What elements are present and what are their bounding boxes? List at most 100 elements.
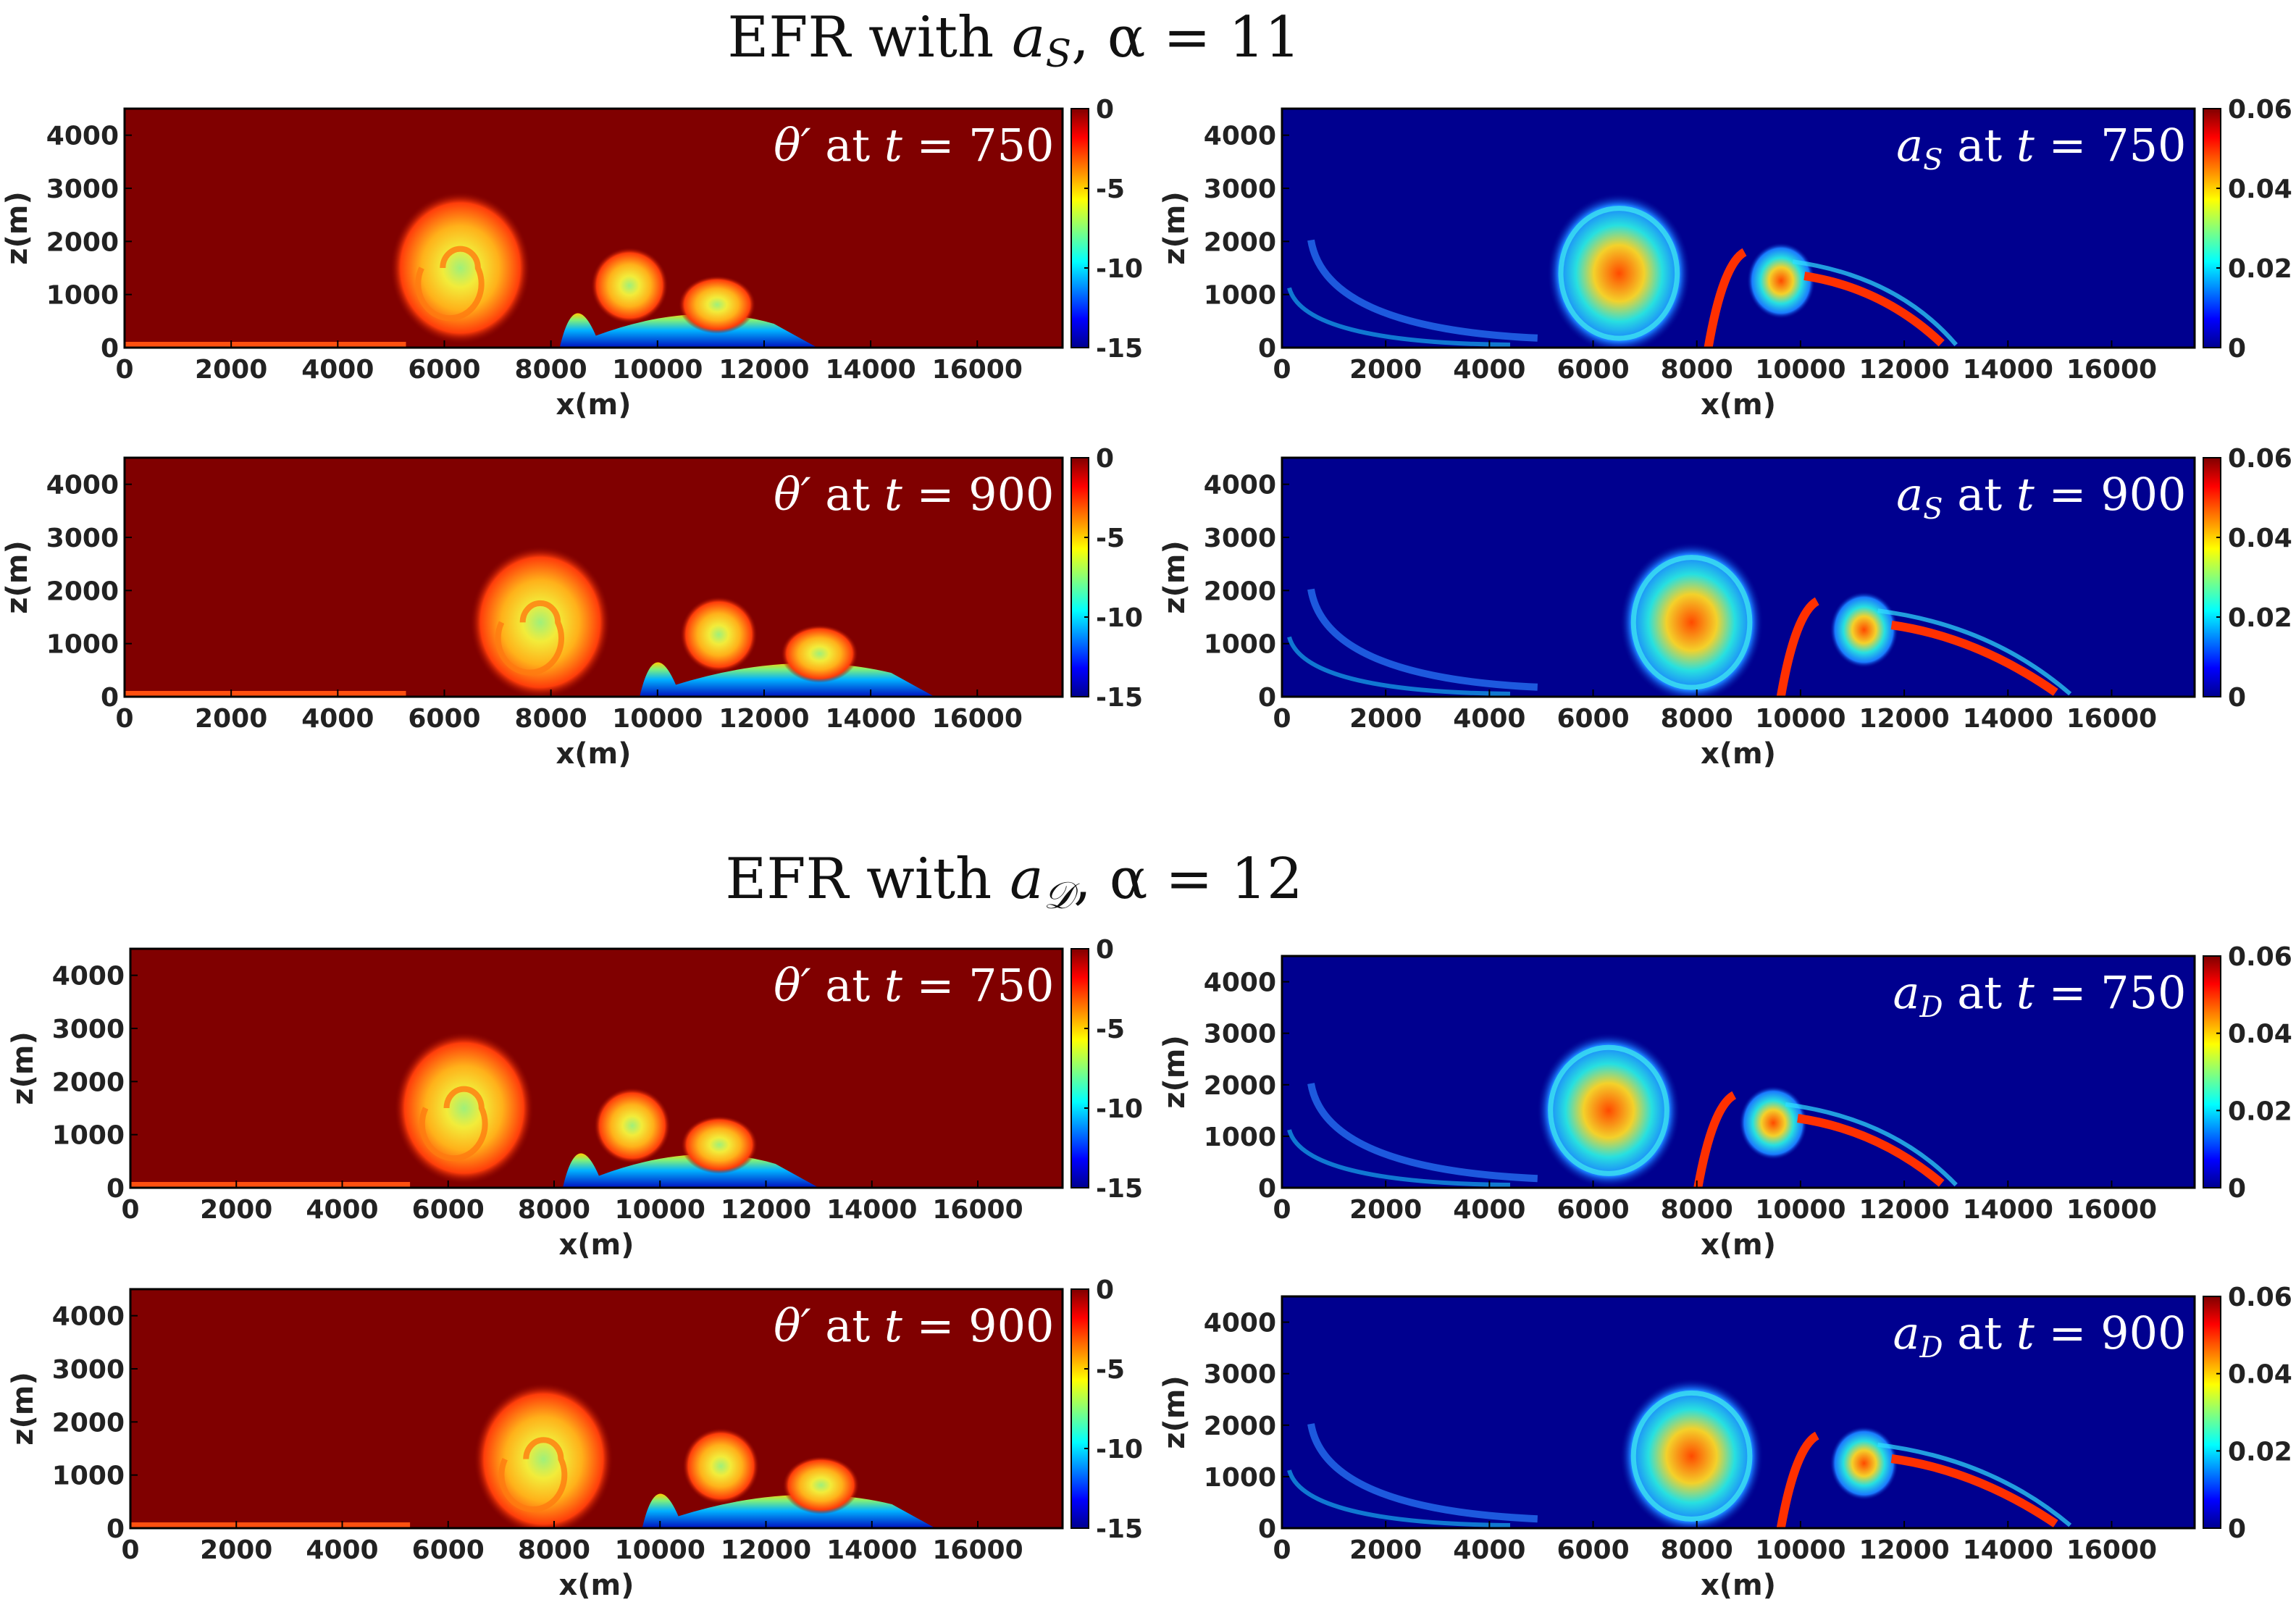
x-axis-label: x(m): [1701, 1228, 1776, 1262]
heatmap-panel-4-a_S: 0 2000 4000 6000 8000 10000 12000 14000 16000010…: [1158, 444, 2292, 771]
front-halo: [1877, 1442, 2072, 1527]
colorbar-frame: [2203, 108, 2221, 348]
x-tick-label: 6000: [412, 1535, 485, 1565]
colorbar-tick-label: 0: [2228, 334, 2246, 364]
x-tick-label: 16000: [932, 1535, 1023, 1565]
x-tick-label: 12000: [1859, 704, 1949, 734]
axes-frame: [1281, 107, 2196, 349]
secondary-vortex: [590, 247, 669, 324]
shear-streak: [1693, 1091, 1737, 1188]
vortex-ring: [1548, 1044, 1669, 1176]
colorbar-tick-label: -5: [1096, 524, 1125, 553]
x-axis-label: x(m): [556, 388, 631, 422]
y-axis-label: z(m): [1, 191, 34, 265]
colorbar-tick-label: 0.02: [2228, 254, 2292, 284]
boundary-streak-2: [1287, 1469, 1511, 1527]
y-tick-label: 4000: [46, 122, 119, 151]
y-tick-label: 3000: [1204, 1360, 1276, 1390]
colorbar-frame: [1071, 1288, 1089, 1529]
x-tick-label: 4000: [301, 704, 374, 734]
y-tick-label: 3000: [52, 1015, 125, 1044]
panel-annotation: θ′ at t = 750 s: [774, 959, 1092, 1012]
heatmap-background: [1282, 109, 2195, 348]
secondary-vortex: [1830, 591, 1898, 668]
x-tick-label: 8000: [515, 355, 587, 385]
shear-streak: [1776, 1431, 1820, 1528]
secondary-vortex: [1746, 242, 1816, 319]
heatmap-panel-7-theta_prime: 0 2000 4000 6000 8000 10000 12000 14000 16000010…: [7, 1275, 1143, 1602]
x-tick-label: 2000: [200, 1195, 272, 1225]
axes-frame: [1281, 456, 2196, 698]
boundary-streak-2: [1287, 636, 1511, 696]
x-tick-label: 0: [121, 1535, 139, 1565]
axes-frame: [129, 1288, 1064, 1530]
panel-annotation: θ′ at t = 900 s: [774, 468, 1092, 521]
heatmap-field: [1287, 1378, 2072, 1528]
cold-pool-layer: [562, 1153, 819, 1188]
x-tick-label: 4000: [1453, 704, 1525, 734]
y-axis-label: z(m): [1158, 540, 1191, 614]
shear-streak: [1776, 597, 1820, 697]
axes-frame: [1281, 1295, 2196, 1530]
y-tick-label: 3000: [1204, 175, 1276, 204]
secondary-vortex: [679, 596, 758, 673]
y-tick-label: 3000: [46, 524, 119, 553]
colorbar-tick-label: -15: [1096, 1514, 1143, 1544]
heatmap-background: [1282, 956, 2195, 1188]
heatmap-panel-5-theta_prime: 0 2000 4000 6000 8000 10000 12000 14000 16000010…: [7, 935, 1143, 1262]
x-tick-label: 2000: [1349, 1195, 1422, 1225]
y-tick-label: 4000: [52, 1302, 125, 1332]
x-tick-label: 0: [1273, 355, 1291, 385]
colorbar-tick-label: 0: [1096, 95, 1114, 125]
y-tick-label: 4000: [52, 962, 125, 991]
y-tick-label: 0: [106, 1174, 125, 1204]
x-tick-label: 14000: [826, 1195, 917, 1225]
front-halo: [1877, 608, 2072, 696]
x-tick-label: 2000: [1349, 355, 1422, 385]
x-tick-label: 14000: [1963, 1535, 2053, 1565]
colorbar-tick-label: -5: [1096, 1015, 1125, 1044]
axes-frame: [129, 947, 1064, 1189]
front-streak: [1803, 272, 1945, 347]
x-tick-label: 2000: [1349, 1535, 1422, 1565]
x-tick-label: 6000: [1556, 1195, 1629, 1225]
x-tick-label: 14000: [825, 704, 916, 734]
main-vortex: [390, 191, 531, 345]
x-tick-label: 6000: [412, 1195, 485, 1225]
heatmap-panel-2-a_S: 0 2000 4000 6000 8000 10000 12000 14000 16000010…: [1158, 95, 2292, 422]
main-vortex: [1620, 542, 1764, 697]
heatmap-panel-8-a_D: 0 2000 4000 6000 8000 10000 12000 14000 16000010…: [1158, 1283, 2292, 1602]
colorbar: [2203, 109, 2221, 348]
axes-frame: [123, 456, 1064, 698]
colorbar-tick-label: 0: [2228, 683, 2246, 713]
colorbar-tick-label: 0.04: [2228, 1020, 2292, 1049]
colorbar: [2203, 1296, 2221, 1528]
tertiary-vortex: [782, 1456, 860, 1514]
colorbar-tick-label: 0: [1096, 935, 1114, 965]
boundary-streak-2: [1287, 1129, 1511, 1187]
y-tick-label: 0: [1258, 1174, 1276, 1204]
colorbar-tick-label: 0.06: [2228, 444, 2292, 474]
x-tick-label: 8000: [518, 1195, 590, 1225]
x-tick-label: 4000: [301, 355, 374, 385]
x-tick-label: 6000: [1556, 355, 1629, 385]
y-tick-label: 2000: [1204, 577, 1276, 606]
cold-pool-layer: [559, 313, 818, 348]
tertiary-vortex: [781, 624, 858, 683]
colorbar: [1071, 1289, 1089, 1528]
x-tick-label: 16000: [932, 704, 1023, 734]
cold-pool-layer: [642, 1493, 936, 1528]
y-tick-label: 1000: [52, 1462, 125, 1491]
x-tick-label: 12000: [718, 704, 809, 734]
y-tick-label: 2000: [52, 1408, 125, 1438]
colorbar-tick-label: -10: [1096, 1094, 1143, 1124]
y-tick-label: 3000: [1204, 1020, 1276, 1049]
y-tick-label: 4000: [1204, 122, 1276, 151]
heatmap-field: [1287, 193, 1958, 348]
y-tick-label: 1000: [46, 630, 119, 660]
y-tick-label: 0: [1258, 1514, 1276, 1544]
colorbar-frame: [2203, 1296, 2221, 1529]
x-tick-label: 2000: [195, 355, 267, 385]
x-tick-label: 12000: [1859, 1535, 1949, 1565]
